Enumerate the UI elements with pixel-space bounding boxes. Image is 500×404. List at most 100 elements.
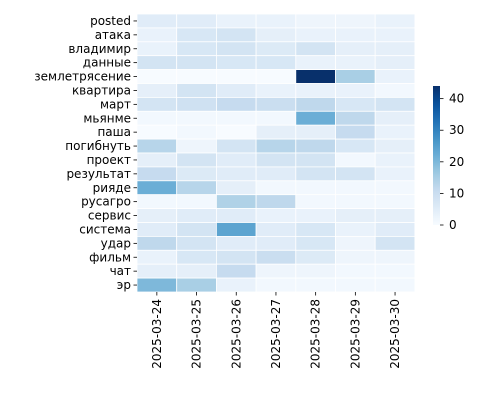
heatmap-cell bbox=[176, 277, 217, 293]
heatmap-cell bbox=[335, 263, 376, 279]
heatmap-cell bbox=[136, 222, 178, 237]
heatmap-cell bbox=[374, 41, 416, 57]
heatmap-cell bbox=[215, 55, 257, 71]
heatmap-cell bbox=[136, 13, 178, 29]
heatmap-cell bbox=[215, 208, 257, 223]
colorbar-tick-label: 40 bbox=[449, 92, 464, 106]
y-tick-label: эр bbox=[117, 278, 131, 292]
heatmap-cell bbox=[335, 138, 376, 154]
colorbar-tick-label: 20 bbox=[449, 155, 464, 169]
heatmap-cell bbox=[176, 83, 217, 98]
heatmap-cell bbox=[374, 180, 416, 196]
heatmap-cell bbox=[374, 138, 416, 154]
colorbar-gradient bbox=[433, 86, 440, 225]
heatmap-cell bbox=[255, 263, 297, 279]
heatmap-cell bbox=[295, 69, 336, 84]
heatmap-cell bbox=[215, 83, 257, 98]
heatmap-cell bbox=[176, 235, 217, 251]
heatmap-cell bbox=[136, 27, 178, 43]
heatmap-cell bbox=[136, 166, 178, 182]
colorbar-tick-label: 0 bbox=[449, 218, 457, 232]
heatmap-cell bbox=[374, 69, 416, 84]
heatmap-cell bbox=[335, 110, 376, 126]
heatmap-cell bbox=[335, 69, 376, 84]
heatmap-cell bbox=[255, 180, 297, 196]
heatmap-cell bbox=[176, 55, 217, 71]
y-tick-label: данные bbox=[83, 56, 131, 70]
heatmap-cell bbox=[335, 180, 376, 196]
heatmap-cell bbox=[295, 83, 336, 98]
heatmap-cell bbox=[176, 13, 217, 29]
heatmap-cell bbox=[335, 166, 376, 182]
heatmap-cell bbox=[295, 166, 336, 182]
heatmap-cell bbox=[335, 194, 376, 209]
heatmap-cell bbox=[136, 152, 178, 168]
x-tick-label: 2025-03-24 bbox=[150, 299, 164, 369]
heatmap-cell bbox=[176, 69, 217, 84]
heatmap-cell bbox=[374, 110, 416, 126]
heatmap-cell bbox=[136, 235, 178, 251]
heatmap-cell bbox=[335, 97, 376, 112]
heatmap-cell bbox=[176, 110, 217, 126]
heatmap-cell bbox=[295, 124, 336, 140]
heatmap-cell bbox=[255, 194, 297, 209]
x-tick-label: 2025-03-26 bbox=[229, 299, 243, 369]
heatmap-cell bbox=[374, 83, 416, 98]
heatmap-cell bbox=[215, 97, 257, 112]
y-tick-label: сервис bbox=[88, 209, 131, 223]
heatmap-cell bbox=[374, 55, 416, 71]
heatmap-cell bbox=[176, 97, 217, 112]
heatmap-cell bbox=[255, 235, 297, 251]
heatmap-cell bbox=[335, 222, 376, 237]
y-tick-label: мьянме bbox=[83, 111, 131, 125]
heatmap-cell bbox=[374, 277, 416, 293]
y-tick-label: владимир bbox=[68, 42, 131, 56]
heatmap-cell bbox=[295, 222, 336, 237]
y-tick-label: погибнуть bbox=[65, 139, 131, 153]
heatmap-cell bbox=[176, 194, 217, 209]
heatmap-cell bbox=[335, 249, 376, 265]
heatmap-cell bbox=[335, 27, 376, 43]
heatmap-cell bbox=[335, 124, 376, 140]
y-tick-label: posted bbox=[90, 14, 131, 28]
x-tick-label: 2025-03-28 bbox=[309, 299, 323, 369]
heatmap-cell bbox=[136, 277, 178, 293]
heatmap-cell bbox=[176, 222, 217, 237]
colorbar: 0 10 20 30 40 bbox=[433, 86, 464, 232]
heatmap-cell bbox=[374, 124, 416, 140]
heatmap-cell bbox=[374, 152, 416, 168]
heatmap-cell bbox=[176, 124, 217, 140]
heatmap-cell bbox=[176, 166, 217, 182]
heatmap-cell bbox=[176, 138, 217, 154]
heatmap-cell bbox=[136, 83, 178, 98]
heatmap-cell bbox=[335, 152, 376, 168]
heatmap-cell bbox=[176, 27, 217, 43]
heatmap-cell bbox=[255, 27, 297, 43]
heatmap-cell bbox=[215, 277, 257, 293]
heatmap-cell bbox=[136, 263, 178, 279]
heatmap-cell bbox=[176, 263, 217, 279]
heatmap-cell bbox=[374, 222, 416, 237]
heatmap-cell bbox=[374, 166, 416, 182]
heatmap-cell bbox=[295, 41, 336, 57]
heatmap-cell bbox=[335, 55, 376, 71]
heatmap-cell bbox=[255, 13, 297, 29]
heatmap-cell bbox=[215, 180, 257, 196]
y-tick-label: квартира bbox=[72, 83, 131, 97]
heatmap-cell bbox=[255, 249, 297, 265]
y-tick-label: рияде bbox=[93, 181, 131, 195]
colorbar-tick-label: 30 bbox=[449, 123, 464, 137]
x-tick-label: 2025-03-25 bbox=[190, 299, 204, 369]
heatmap-cell bbox=[176, 180, 217, 196]
heatmap-cell bbox=[215, 41, 257, 57]
heatmap-cell bbox=[215, 110, 257, 126]
y-tick-label: паша bbox=[97, 125, 131, 139]
heatmap-cell bbox=[335, 208, 376, 223]
heatmap-cells bbox=[136, 13, 416, 293]
heatmap-cell bbox=[295, 263, 336, 279]
heatmap-cell bbox=[215, 222, 257, 237]
heatmap-cell bbox=[255, 97, 297, 112]
heatmap-cell bbox=[176, 208, 217, 223]
